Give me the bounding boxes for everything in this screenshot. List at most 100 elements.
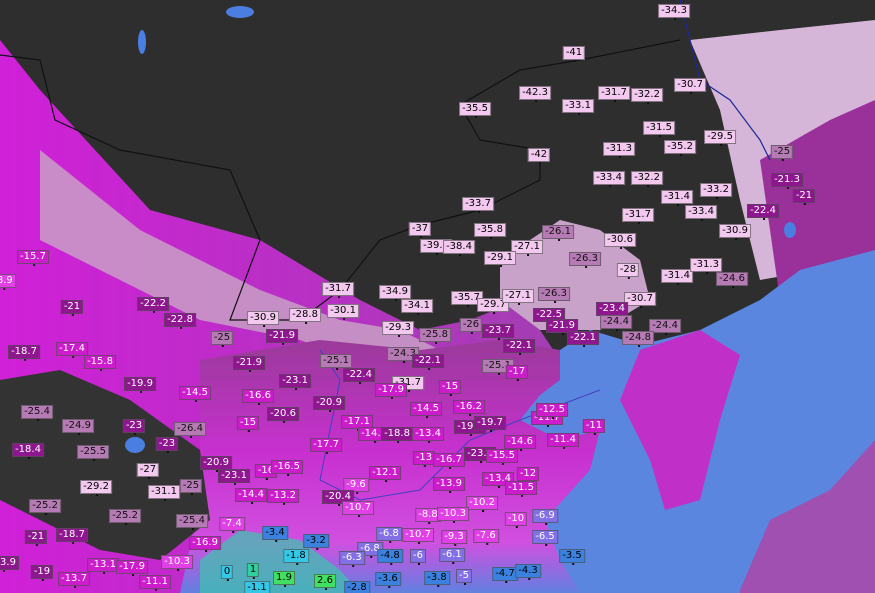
temperature-label[interactable]: -11.1 bbox=[139, 575, 171, 591]
temperature-label[interactable]: -1.8 bbox=[283, 549, 309, 565]
temperature-label[interactable]: -12.5 bbox=[536, 403, 568, 419]
temperature-label[interactable]: -6.8 bbox=[376, 527, 402, 543]
temperature-label[interactable]: -17.1 bbox=[341, 415, 373, 431]
temperature-label[interactable]: -33.2 bbox=[700, 183, 732, 199]
temperature-label[interactable]: -17.9 bbox=[375, 383, 407, 399]
temperature-label[interactable]: -10 bbox=[504, 512, 528, 528]
temperature-label[interactable]: -3.5 bbox=[559, 549, 585, 565]
temperature-label[interactable]: -13 bbox=[412, 451, 436, 467]
temperature-label[interactable]: -16.5 bbox=[271, 460, 303, 476]
temperature-label[interactable]: -32.2 bbox=[631, 88, 663, 104]
temperature-label[interactable]: -22.4 bbox=[747, 204, 779, 220]
temperature-label[interactable]: -15.8 bbox=[84, 355, 116, 371]
temperature-label[interactable]: -31.5 bbox=[643, 121, 675, 137]
temperature-label[interactable]: -21 bbox=[24, 530, 48, 546]
temperature-label[interactable]: -31.3 bbox=[603, 142, 635, 158]
temperature-label[interactable]: -24.8 bbox=[622, 331, 654, 347]
temperature-label[interactable]: -27.1 bbox=[511, 240, 543, 256]
temperature-label[interactable]: -9.3 bbox=[441, 530, 467, 546]
temperature-label[interactable]: -31.4 bbox=[661, 190, 693, 206]
temperature-label[interactable]: -35.8 bbox=[474, 223, 506, 239]
temperature-label[interactable]: -1.1 bbox=[244, 581, 270, 593]
temperature-label[interactable]: -21.3 bbox=[771, 173, 803, 189]
temperature-label[interactable]: -10.3 bbox=[437, 507, 469, 523]
temperature-label[interactable]: -20.9 bbox=[313, 396, 345, 412]
temperature-label[interactable]: -6.5 bbox=[532, 530, 558, 546]
temperature-label[interactable]: -18.8 bbox=[381, 427, 413, 443]
temperature-label[interactable]: -12 bbox=[516, 467, 540, 483]
temperature-label[interactable]: -10.3 bbox=[161, 555, 193, 571]
temperature-label[interactable]: -31.7 bbox=[598, 86, 630, 102]
temperature-label[interactable]: -4.8 bbox=[377, 549, 403, 565]
temperature-label[interactable]: -15 bbox=[236, 416, 260, 432]
temperature-label[interactable]: -34.3 bbox=[658, 4, 690, 20]
temperature-label[interactable]: -31.3 bbox=[690, 258, 722, 274]
temperature-label[interactable]: -34.9 bbox=[379, 285, 411, 301]
temperature-label[interactable]: -18.7 bbox=[56, 528, 88, 544]
temperature-label[interactable]: -13.2 bbox=[267, 489, 299, 505]
temperature-label[interactable]: -27.1 bbox=[502, 289, 534, 305]
temperature-label[interactable]: -29.1 bbox=[484, 251, 516, 267]
temperature-label[interactable]: 1.9 bbox=[273, 571, 295, 587]
temperature-label[interactable]: -30.9 bbox=[247, 311, 279, 327]
temperature-label[interactable]: -25.8 bbox=[419, 328, 451, 344]
temperature-label[interactable]: -22.1 bbox=[503, 339, 535, 355]
temperature-label[interactable]: -3.6 bbox=[375, 572, 401, 588]
temperature-label[interactable]: -19.9 bbox=[124, 377, 156, 393]
temperature-label[interactable]: -4.7 bbox=[492, 567, 518, 583]
temperature-label[interactable]: -8.9 bbox=[0, 274, 16, 290]
temperature-label[interactable]: -20.4 bbox=[322, 490, 354, 506]
temperature-label[interactable]: -21 bbox=[792, 189, 816, 205]
temperature-label[interactable]: -11.5 bbox=[505, 481, 537, 497]
temperature-label[interactable]: -30.9 bbox=[719, 224, 751, 240]
temperature-label[interactable]: -23 bbox=[155, 437, 179, 453]
temperature-label[interactable]: -25 bbox=[179, 479, 203, 495]
temperature-label[interactable]: -6 bbox=[410, 549, 426, 565]
temperature-label[interactable]: -28 bbox=[616, 263, 640, 279]
temperature-label[interactable]: -31.1 bbox=[148, 485, 180, 501]
temperature-label[interactable]: 0 bbox=[220, 565, 234, 581]
temperature-label[interactable]: -3.4 bbox=[262, 526, 288, 542]
temperature-label[interactable]: -19 bbox=[30, 565, 54, 581]
temperature-label[interactable]: -29.3 bbox=[382, 321, 414, 337]
temperature-label[interactable]: -13.9 bbox=[433, 477, 465, 493]
temperature-label[interactable]: -11.4 bbox=[547, 433, 579, 449]
temperature-label[interactable]: -24.9 bbox=[62, 419, 94, 435]
temperature-label[interactable]: -15.7 bbox=[17, 250, 49, 266]
temperature-label[interactable]: -33.1 bbox=[562, 99, 594, 115]
temperature-label[interactable]: -11 bbox=[582, 419, 606, 435]
temperature-label[interactable]: -29.5 bbox=[704, 130, 736, 146]
temperature-label[interactable]: -16.2 bbox=[453, 400, 485, 416]
temperature-label[interactable]: -25.2 bbox=[29, 499, 61, 515]
temperature-label[interactable]: -22.1 bbox=[567, 331, 599, 347]
temperature-label[interactable]: -33.4 bbox=[593, 171, 625, 187]
temperature-label[interactable]: -6.9 bbox=[532, 509, 558, 525]
temperature-label[interactable]: -25.4 bbox=[21, 405, 53, 421]
temperature-label[interactable]: -25 bbox=[770, 145, 794, 161]
temperature-label[interactable]: -32.2 bbox=[631, 171, 663, 187]
temperature-label[interactable]: -14.5 bbox=[410, 402, 442, 418]
temperature-label[interactable]: -9.6 bbox=[343, 478, 369, 494]
temperature-label[interactable]: -35.5 bbox=[459, 102, 491, 118]
temperature-label[interactable]: -24.3 bbox=[387, 347, 419, 363]
temperature-label[interactable]: -14.6 bbox=[504, 435, 536, 451]
temperature-label[interactable]: -22.2 bbox=[137, 297, 169, 313]
temperature-label[interactable]: -10.7 bbox=[402, 528, 434, 544]
temperature-label[interactable]: -22.1 bbox=[412, 354, 444, 370]
temperature-label[interactable]: -23 bbox=[122, 419, 146, 435]
temperature-label[interactable]: -23.7 bbox=[482, 324, 514, 340]
temperature-label[interactable]: -3.2 bbox=[303, 534, 329, 550]
temperature-label[interactable]: -10.2 bbox=[466, 496, 498, 512]
temperature-label[interactable]: -24.4 bbox=[600, 315, 632, 331]
temperature-label[interactable]: -25.2 bbox=[109, 509, 141, 525]
temperature-label[interactable]: 1 bbox=[246, 563, 260, 579]
temperature-label[interactable]: -14.5 bbox=[179, 386, 211, 402]
temperature-label[interactable]: -23.1 bbox=[279, 374, 311, 390]
temperature-label[interactable]: -6.3 bbox=[339, 551, 365, 567]
temperature-label[interactable]: -29.2 bbox=[80, 480, 112, 496]
temperature-label[interactable]: -6.1 bbox=[439, 548, 465, 564]
temperature-label[interactable]: -22.4 bbox=[343, 368, 375, 384]
temperature-label[interactable]: -20.9 bbox=[200, 456, 232, 472]
temperature-label[interactable]: -29.7 bbox=[477, 298, 509, 314]
temperature-label[interactable]: 2.6 bbox=[314, 574, 336, 590]
